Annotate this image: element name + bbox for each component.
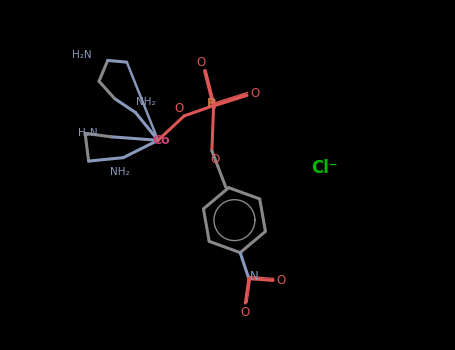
Text: O: O bbox=[251, 87, 260, 100]
Text: N: N bbox=[250, 271, 258, 284]
Text: O: O bbox=[174, 102, 183, 115]
Text: O: O bbox=[211, 153, 220, 166]
Text: NH₂: NH₂ bbox=[110, 167, 130, 176]
Text: Cl⁻: Cl⁻ bbox=[311, 159, 338, 177]
Text: H₂N: H₂N bbox=[72, 50, 92, 60]
Text: H₂N: H₂N bbox=[78, 128, 97, 138]
Text: Co: Co bbox=[153, 134, 170, 147]
Text: O: O bbox=[276, 274, 285, 287]
Text: O: O bbox=[241, 306, 250, 319]
Text: P: P bbox=[207, 97, 217, 110]
Text: NH₂: NH₂ bbox=[136, 97, 156, 107]
Text: O: O bbox=[197, 56, 206, 69]
